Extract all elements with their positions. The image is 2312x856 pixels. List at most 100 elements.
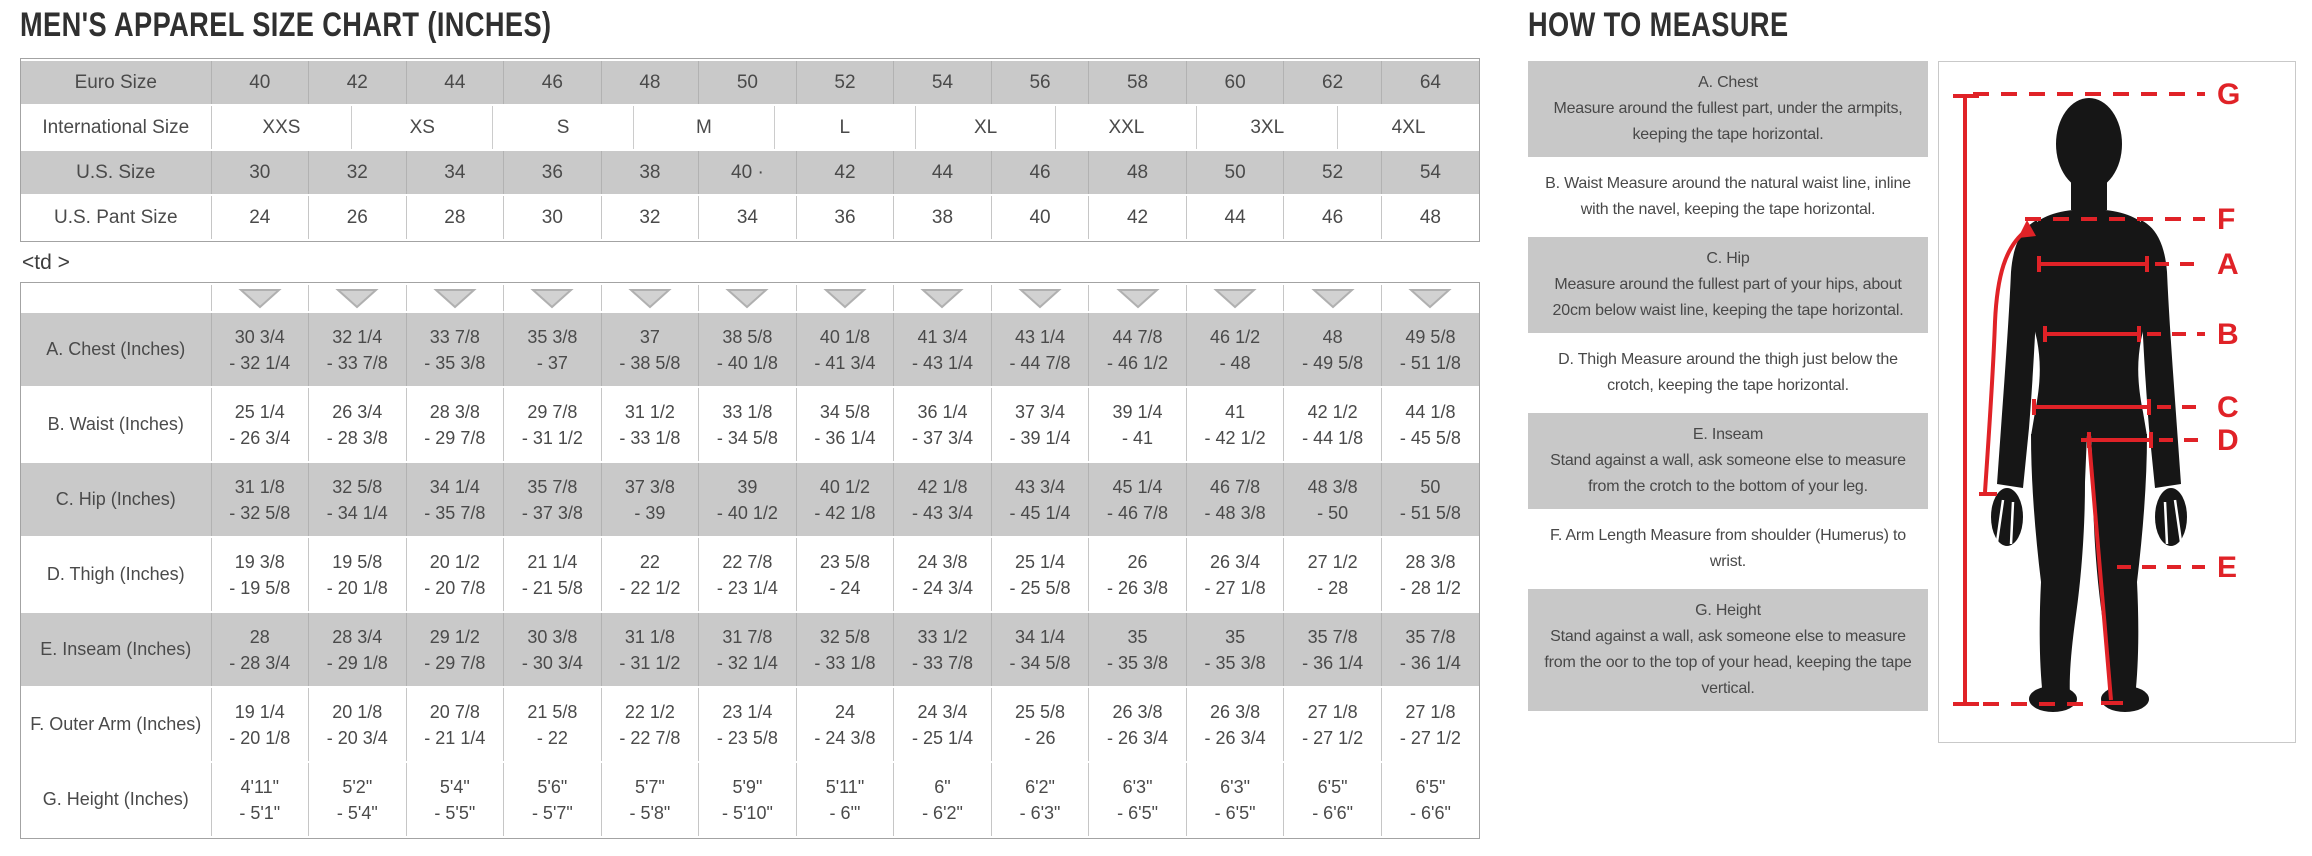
range-to: - 6'5" xyxy=(1117,802,1158,823)
column-dropdown-cell[interactable] xyxy=(405,283,505,313)
body-silhouette-figure: G FA B CD E xyxy=(1953,78,2240,712)
range-to: - 5'4" xyxy=(336,802,378,823)
range-to: - 46 7/8 xyxy=(1107,502,1169,523)
range-from: 25 1/4 xyxy=(1014,551,1066,572)
column-dropdown-cell[interactable] xyxy=(210,283,310,313)
dropdown-arrow-icon[interactable] xyxy=(1408,287,1453,309)
range-from: 24 3/8 xyxy=(917,551,968,572)
range-from: 22 xyxy=(639,551,660,572)
column-dropdown-cell[interactable] xyxy=(1380,283,1479,313)
measurement-cell: 5'11" - 6'" xyxy=(795,761,895,838)
diagram-label-c: C xyxy=(2217,391,2239,424)
size-cell: XXL xyxy=(1056,106,1198,149)
measurement-cell: 44 7/8 - 46 1/2 xyxy=(1088,311,1187,388)
range-from: 24 3/4 xyxy=(917,701,968,722)
range-from: 39 xyxy=(737,476,758,497)
measurement-row: G. Height (Inches) 4'11" - 5'1" 5'2" - 5'4" 5… xyxy=(21,761,1479,838)
measurement-cell: 48 3/8 - 50 xyxy=(1283,461,1382,538)
range-from: 28 3/4 xyxy=(332,626,383,647)
dropdown-arrow-icon[interactable] xyxy=(628,287,672,309)
dropdown-arrow-icon[interactable] xyxy=(823,287,867,309)
measurement-cell: 29 7/8 - 31 1/2 xyxy=(503,386,602,463)
column-dropdown-cell[interactable] xyxy=(1185,283,1285,313)
range-from: 29 7/8 xyxy=(527,401,578,422)
measurement-cell: 25 5/8 - 26 xyxy=(990,686,1090,763)
range-from: 31 1/8 xyxy=(234,476,285,497)
range-to: - 51 1/8 xyxy=(1399,352,1461,373)
measurement-cell: 30 3/8 - 30 3/4 xyxy=(503,611,602,688)
measurement-cell: 41 - 42 1/2 xyxy=(1185,386,1285,463)
range-from: 21 5/8 xyxy=(527,701,578,722)
dropdown-arrow-icon[interactable] xyxy=(1213,287,1257,309)
column-dropdown-cell[interactable] xyxy=(795,283,895,313)
measurement-cell: 40 1/2 - 42 1/8 xyxy=(795,461,895,538)
measurement-cell: 37 3/8 - 39 xyxy=(600,461,700,538)
measurement-cell: 38 5/8 - 40 1/8 xyxy=(698,311,797,388)
measurement-row-label: E. Inseam (Inches) xyxy=(21,611,212,688)
column-dropdown-cell[interactable] xyxy=(990,283,1090,313)
range-from: 31 1/2 xyxy=(624,401,675,422)
range-from: 35 7/8 xyxy=(1307,626,1358,647)
column-dropdown-cell[interactable] xyxy=(308,283,407,313)
dropdown-arrow-icon[interactable] xyxy=(1018,287,1062,309)
size-conversion-table-wrap: Euro Size 40 42 44 46 48 50 52 54 56 58 60 62 64 Inter… xyxy=(20,58,1480,242)
measurement-cell: 26 3/8 - 26 3/4 xyxy=(1185,686,1285,763)
range-to: - 25 1/4 xyxy=(911,727,973,748)
range-from: 38 5/8 xyxy=(722,326,773,347)
column-dropdown-cell[interactable] xyxy=(1283,283,1382,313)
range-to: - 20 3/4 xyxy=(326,727,388,748)
size-cell: 42 xyxy=(795,149,895,196)
dropdown-arrow-icon[interactable] xyxy=(1310,287,1355,309)
dropdown-arrow-icon[interactable] xyxy=(920,287,965,309)
diagram-label-g: G xyxy=(2217,78,2240,111)
size-cell: 54 xyxy=(893,59,992,106)
dropdown-arrow-icon[interactable] xyxy=(433,287,477,309)
range-from: 46 7/8 xyxy=(1210,476,1261,497)
measurement-cell: 41 3/4 - 43 1/4 xyxy=(893,311,992,388)
measurement-cell: 35 7/8 - 36 1/4 xyxy=(1380,611,1479,688)
range-from: 50 xyxy=(1420,476,1441,497)
dropdown-arrow-icon[interactable] xyxy=(725,287,770,309)
dropdown-arrow-icon[interactable] xyxy=(1115,287,1160,309)
size-cell: 64 xyxy=(1380,59,1479,106)
range-from: 37 3/8 xyxy=(624,476,675,497)
measurement-cell: 28 - 28 3/4 xyxy=(210,611,310,688)
dropdown-arrow-icon[interactable] xyxy=(238,287,282,309)
range-from: 6'3" xyxy=(1122,776,1153,797)
column-dropdown-cell[interactable] xyxy=(893,283,992,313)
range-to: - 44 1/8 xyxy=(1302,427,1364,448)
measurement-cell: 6'3" - 6'5" xyxy=(1088,761,1187,838)
size-table-row: U.S. Size 30 32 34 36 38 40 · 42 44 46 48 50 52 54 xyxy=(21,149,1479,196)
range-to: - 36 1/4 xyxy=(814,427,876,448)
range-to: - 35 3/8 xyxy=(1107,652,1169,673)
column-dropdown-cell[interactable] xyxy=(698,283,797,313)
column-dropdown-cell[interactable] xyxy=(1088,283,1187,313)
measurement-cell: 27 1/8 - 27 1/2 xyxy=(1283,686,1382,763)
column-dropdown-cell[interactable] xyxy=(600,283,700,313)
range-from: 19 5/8 xyxy=(332,551,383,572)
range-to: - 20 7/8 xyxy=(424,577,486,598)
range-to: - 22 1/2 xyxy=(619,577,681,598)
range-from: 33 1/8 xyxy=(722,401,773,422)
range-from: 27 1/2 xyxy=(1307,551,1358,572)
measurement-cell: 20 7/8 - 21 1/4 xyxy=(405,686,505,763)
size-cell: 34 xyxy=(405,149,505,196)
measurement-cell: 19 5/8 - 20 1/8 xyxy=(308,536,407,613)
range-from: 6" xyxy=(934,776,951,797)
range-from: 22 1/2 xyxy=(624,701,675,722)
range-to: - 26 3/4 xyxy=(1204,727,1266,748)
size-cell: 26 xyxy=(308,194,407,241)
size-cell: 44 xyxy=(893,149,992,196)
range-to: - 45 5/8 xyxy=(1399,427,1461,448)
row-label: International Size xyxy=(21,104,212,151)
measurement-cell: 26 3/4 - 28 3/8 xyxy=(308,386,407,463)
size-cell: 36 xyxy=(503,149,602,196)
range-to: - 20 1/8 xyxy=(326,577,388,598)
range-to: - 37 3/4 xyxy=(911,427,973,448)
column-dropdown-cell[interactable] xyxy=(503,283,602,313)
dropdown-arrow-icon[interactable] xyxy=(530,287,574,309)
range-to: - 39 xyxy=(634,502,666,523)
measurement-cell: 19 3/8 - 19 5/8 xyxy=(210,536,310,613)
measurement-cell: 42 1/2 - 44 1/8 xyxy=(1283,386,1382,463)
dropdown-arrow-icon[interactable] xyxy=(335,287,379,309)
